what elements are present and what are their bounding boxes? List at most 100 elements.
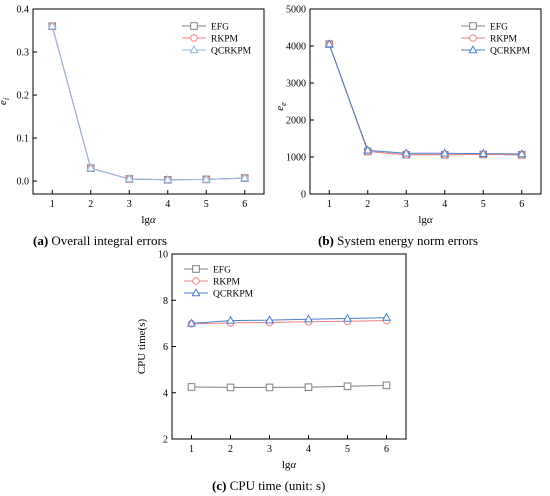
- y-tick-label: 10: [158, 250, 168, 261]
- legend-marker-rkpm: [469, 34, 477, 42]
- legend-label-efg: EFG: [490, 23, 508, 33]
- data-point-qcrkpm: [163, 174, 173, 184]
- panel-b-legend: EFG RKPM QCRKPM: [461, 22, 531, 57]
- legend-marker-efg: [190, 22, 198, 30]
- series-line-efg: [191, 384, 387, 388]
- caption-c: (c) CPU time (unit: s): [212, 478, 325, 494]
- legend-label-qcrkpm: QCRKPM: [211, 47, 252, 57]
- x-tick-label: 2: [228, 444, 233, 455]
- caption-a: (a) Overall integral errors: [33, 233, 167, 249]
- data-point-qcrkpm: [303, 314, 314, 323]
- caption-b: (b) System energy norm errors: [318, 233, 478, 249]
- panel-b-plot-frame: [309, 8, 542, 195]
- legend-label-rkpm: RKPM: [211, 35, 238, 45]
- x-tick-label: 5: [481, 199, 486, 210]
- y-tick-label: 0.1: [17, 134, 30, 145]
- panel-a-xlabel: lgα: [141, 214, 156, 226]
- data-point-qcrkpm: [47, 21, 57, 30]
- legend-marker-rkpm: [190, 34, 198, 42]
- y-tick-label: 8: [163, 296, 168, 307]
- y-tick-label: 6: [163, 342, 168, 353]
- x-tick-label: 2: [365, 199, 370, 210]
- panel-a-legend: EFG RKPM QCRKPM: [182, 22, 252, 57]
- y-tick-label: 0.3: [17, 48, 30, 59]
- legend-label-qcrkpm: QCRKPM: [490, 47, 531, 57]
- data-point-qcrkpm: [401, 148, 411, 157]
- data-point-qcrkpm: [86, 163, 96, 172]
- legend-label-rkpm: RKPM: [490, 35, 517, 45]
- caption-a-letter: (a): [33, 233, 49, 248]
- legend-marker-efg: [469, 22, 477, 30]
- data-point-qcrkpm: [186, 318, 197, 327]
- x-tick-label: 4: [165, 199, 170, 210]
- panel-c-ylabel: CPU time(s): [136, 319, 148, 375]
- panel-a-ylabel: ei: [0, 98, 11, 105]
- data-point-efg: [382, 381, 391, 390]
- x-tick-label: 6: [242, 199, 247, 210]
- legend-marker-rkpm: [192, 277, 200, 285]
- y-tick-label: 4000: [286, 42, 306, 53]
- data-point-qcrkpm: [264, 315, 275, 324]
- x-tick-label: 4: [442, 199, 447, 210]
- panel-c-legend: EFG RKPM QCRKPM: [184, 265, 254, 300]
- data-point-efg: [226, 383, 235, 392]
- series-line-rkpm: [328, 43, 522, 156]
- series-line-qcrkpm: [328, 43, 522, 155]
- data-point-qcrkpm: [478, 148, 488, 157]
- x-tick-label: 1: [50, 199, 55, 210]
- x-tick-label: 5: [204, 199, 209, 210]
- caption-b-letter: (b): [318, 233, 334, 248]
- x-tick-label: 4: [306, 444, 311, 455]
- series-line-efg: [328, 43, 522, 156]
- x-tick-label: 5: [345, 444, 350, 455]
- data-point-efg: [343, 382, 352, 391]
- caption-c-text: CPU time (unit: s): [229, 478, 326, 493]
- data-point-qcrkpm: [240, 173, 250, 182]
- caption-b-text: System energy norm errors: [337, 233, 479, 248]
- x-tick-label: 6: [519, 199, 524, 210]
- x-tick-label: 3: [404, 199, 409, 210]
- y-tick-label: 4: [163, 388, 168, 399]
- chart-panel-b: 1 2 3 4 5 6 0 1000 2000 3000 4000 5000 lgα ee EFG RKPM Q…: [274, 5, 542, 226]
- data-point-efg: [304, 383, 313, 391]
- series-line-rkpm: [191, 320, 387, 325]
- y-tick-label: 2: [163, 435, 168, 446]
- y-tick-label: 0.0: [17, 177, 30, 188]
- y-tick-label: 5000: [286, 5, 306, 16]
- x-tick-label: 1: [189, 444, 194, 455]
- y-tick-label: 0.4: [17, 5, 30, 16]
- data-point-qcrkpm: [440, 148, 450, 157]
- data-point-qcrkpm: [342, 313, 353, 322]
- y-tick-label: 3000: [286, 79, 306, 90]
- x-tick-label: 3: [127, 199, 132, 210]
- legend-marker-qcrkpm: [468, 45, 478, 54]
- y-tick-label: 1000: [286, 153, 306, 164]
- chart-panel-c: 1 2 3 4 5 6 2 4 6 8 10 lgα CPU time(s) EFG RKPM QCRKPM: [136, 250, 407, 471]
- panel-b-xlabel: lgα: [418, 214, 433, 226]
- legend-label-rkpm: RKPM: [213, 278, 240, 288]
- y-tick-label: 0.2: [17, 91, 30, 102]
- x-tick-label: 3: [267, 444, 272, 455]
- legend-label-efg: EFG: [213, 266, 231, 276]
- legend-marker-efg: [192, 265, 200, 273]
- x-tick-label: 1: [327, 199, 332, 210]
- series-line-qcrkpm: [51, 26, 245, 181]
- panel-b-ylabel: ee: [274, 102, 288, 111]
- data-point-qcrkpm: [363, 145, 373, 154]
- caption-c-letter: (c): [212, 478, 227, 493]
- legend-marker-qcrkpm: [189, 45, 199, 54]
- legend-label-efg: EFG: [211, 23, 229, 33]
- legend-label-qcrkpm: QCRKPM: [213, 290, 254, 300]
- y-tick-label: 0: [301, 190, 306, 201]
- panel-a-plot-frame: [32, 8, 265, 195]
- data-point-qcrkpm: [517, 149, 527, 158]
- data-point-qcrkpm: [201, 174, 211, 183]
- data-point-efg: [187, 383, 196, 391]
- data-point-qcrkpm: [381, 312, 392, 321]
- data-point-qcrkpm: [324, 39, 334, 48]
- legend-marker-qcrkpm: [191, 288, 201, 297]
- chart-panel-a: 1 2 3 4 5 6 0.0 0.1 0.2 0.3 0.4 lgα ei EFG RKPM QCRKPM: [0, 5, 265, 226]
- x-tick-label: 2: [88, 199, 93, 210]
- caption-a-text: Overall integral errors: [51, 233, 167, 248]
